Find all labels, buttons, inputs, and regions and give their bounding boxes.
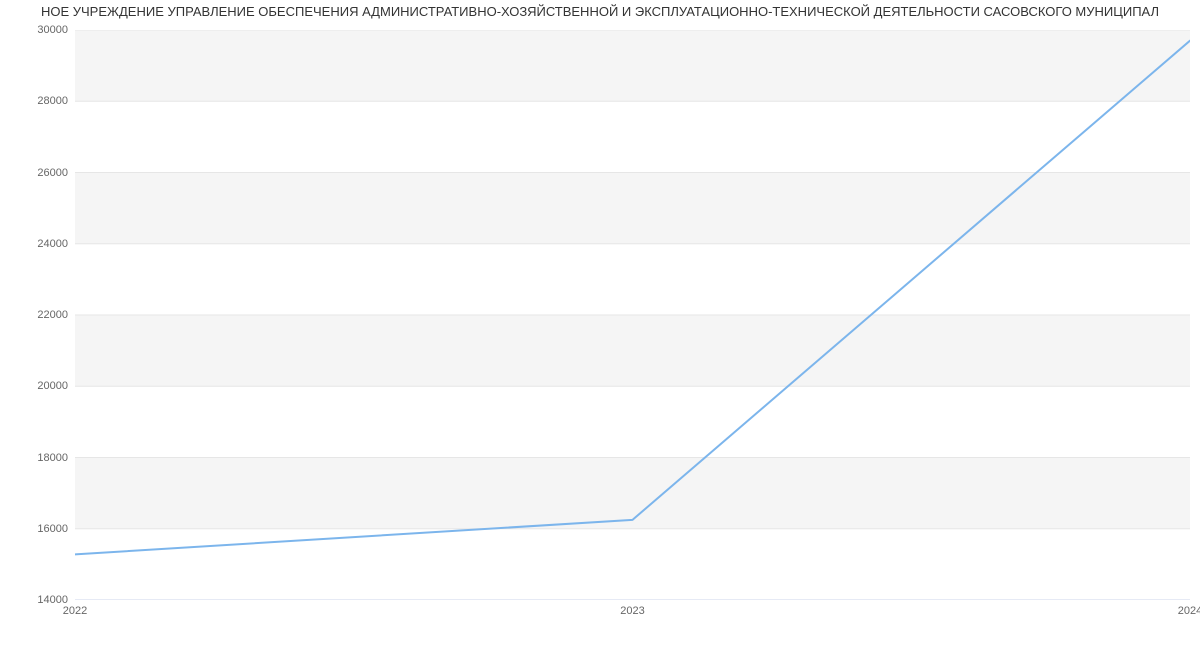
chart-title: НОЕ УЧРЕЖДЕНИЕ УПРАВЛЕНИЕ ОБЕСПЕЧЕНИЯ АД… bbox=[0, 4, 1200, 19]
ytick-label: 22000 bbox=[37, 309, 68, 321]
plot-area bbox=[75, 30, 1190, 600]
xtick-label: 2022 bbox=[63, 605, 87, 617]
chart-svg bbox=[75, 30, 1190, 600]
ytick-label: 18000 bbox=[37, 452, 68, 464]
xtick-label: 2023 bbox=[620, 605, 644, 617]
line-chart: НОЕ УЧРЕЖДЕНИЕ УПРАВЛЕНИЕ ОБЕСПЕЧЕНИЯ АД… bbox=[0, 0, 1200, 650]
xtick-label: 2024 bbox=[1178, 605, 1200, 617]
ytick-label: 24000 bbox=[37, 238, 68, 250]
ytick-label: 30000 bbox=[37, 24, 68, 36]
ytick-label: 28000 bbox=[37, 95, 68, 107]
ytick-label: 26000 bbox=[37, 167, 68, 179]
ytick-label: 20000 bbox=[37, 380, 68, 392]
ytick-label: 16000 bbox=[37, 523, 68, 535]
